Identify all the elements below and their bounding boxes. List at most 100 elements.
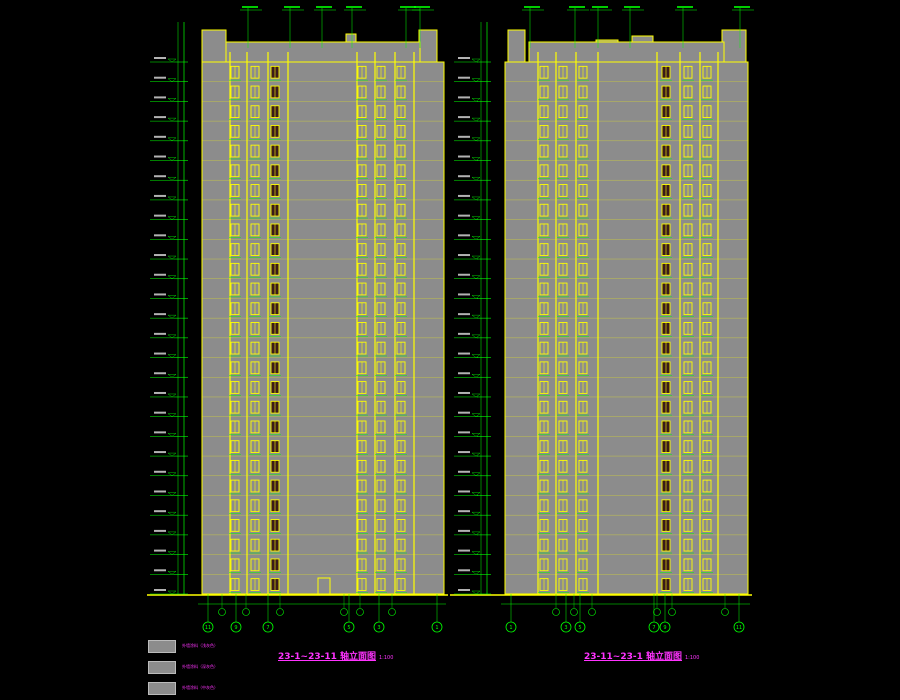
level-triangle: [471, 472, 481, 477]
level-triangle: [471, 334, 481, 339]
axis-label: 3: [377, 625, 380, 631]
level-triangle: [167, 58, 177, 63]
level-triangle: [471, 157, 481, 161]
level-triangle: [471, 354, 481, 358]
level-triangle: [471, 255, 481, 260]
level-text-mark: [154, 273, 166, 276]
annotation-text-mark: [677, 6, 693, 8]
level-text-mark: [154, 332, 166, 335]
level-triangle: [167, 551, 177, 555]
level-triangle: [167, 196, 177, 201]
level-text-mark: [458, 451, 470, 454]
level-text-mark: [154, 549, 166, 552]
roof-band: [528, 41, 725, 63]
level-triangle: [167, 354, 177, 358]
level-triangle: [167, 236, 177, 240]
gray-swatch-icon: [148, 681, 176, 695]
legend-item-1: 外墙涂料（浅灰色）: [148, 639, 218, 653]
level-text-mark: [154, 175, 166, 178]
sub-axis-bubble: [218, 608, 226, 616]
axis-bubble: [560, 621, 572, 633]
level-text-mark: [458, 254, 470, 257]
axis-label: 7: [266, 625, 269, 631]
axis-bubble: [733, 621, 745, 633]
level-triangle: [167, 157, 177, 161]
level-text-mark: [458, 76, 470, 79]
gray-swatch-icon: [148, 660, 176, 674]
sub-axis-bubble: [668, 608, 676, 616]
legend-label-3: 外墙涂料（中灰色）: [182, 685, 218, 690]
sub-axis-bubble: [653, 608, 661, 616]
level-text-mark: [154, 490, 166, 493]
level-text-mark: [458, 490, 470, 493]
level-triangle: [167, 78, 177, 82]
level-triangle: [167, 334, 177, 339]
level-triangle: [471, 275, 481, 279]
level-text-mark: [154, 313, 166, 316]
level-triangle: [167, 374, 177, 378]
legend-item-3: 外墙涂料（中灰色）: [148, 681, 218, 695]
level-triangle: [471, 590, 481, 595]
level-text-mark: [154, 589, 166, 591]
level-text-mark: [458, 135, 470, 138]
level-text-mark: [458, 96, 470, 99]
right-elevation-title: 23-11~23-1 轴立面图 1:100: [584, 649, 699, 662]
entrance-door: [317, 577, 331, 595]
level-triangle: [471, 117, 481, 122]
level-triangle: [167, 177, 177, 181]
level-triangle: [167, 511, 177, 516]
level-text-mark: [154, 234, 166, 237]
level-text-mark: [458, 411, 470, 414]
annotation-text-mark: [569, 6, 585, 8]
level-text-mark: [458, 431, 470, 434]
level-triangle: [471, 78, 481, 82]
level-triangle: [471, 98, 481, 102]
level-text-mark: [458, 510, 470, 513]
axis-bubble: [202, 621, 214, 633]
level-text-mark: [154, 451, 166, 454]
level-triangle: [471, 137, 481, 142]
facade-body: [504, 61, 749, 595]
level-triangle: [471, 452, 481, 457]
level-text-mark: [154, 529, 166, 532]
level-text-mark: [458, 569, 470, 572]
sub-axis-bubble: [388, 608, 396, 616]
level-text-mark: [154, 293, 166, 296]
level-triangle: [167, 492, 177, 496]
axis-bubble: [431, 621, 443, 633]
axis-label: 11: [205, 625, 211, 631]
level-text-mark: [154, 352, 166, 355]
level-text-mark: [458, 549, 470, 552]
roof-parapet: [201, 29, 227, 63]
level-triangle: [167, 314, 177, 319]
right-title-scale: 1:100: [684, 655, 700, 661]
level-text-mark: [458, 470, 470, 473]
level-triangle: [471, 58, 481, 63]
annotation-text-mark: [524, 6, 540, 8]
level-text-mark: [458, 589, 470, 591]
annotation-text-mark: [316, 6, 332, 8]
sub-axis-bubble: [242, 608, 250, 616]
sub-axis-bubble: [340, 608, 348, 616]
axis-label: 3: [564, 625, 567, 631]
annotation-text-mark: [284, 6, 300, 8]
level-text-mark: [458, 313, 470, 316]
level-text-mark: [458, 116, 470, 119]
level-text-mark: [154, 372, 166, 375]
level-text-mark: [154, 155, 166, 158]
level-triangle: [471, 177, 481, 181]
annotation-text-mark: [242, 6, 258, 8]
level-triangle: [471, 511, 481, 516]
annotation-text-mark: [414, 6, 430, 8]
level-text-mark: [154, 135, 166, 138]
level-triangle: [167, 531, 177, 536]
annotation-text-mark: [734, 6, 750, 8]
level-text-mark: [154, 411, 166, 414]
axis-label: 9: [663, 625, 666, 631]
level-triangle: [471, 216, 481, 220]
left-elevation-title: 23-1~23-11 轴立面图 1:100: [278, 649, 393, 662]
level-triangle: [471, 295, 481, 299]
level-text-mark: [154, 116, 166, 119]
level-triangle: [471, 433, 481, 437]
axis-bubble: [648, 621, 660, 633]
